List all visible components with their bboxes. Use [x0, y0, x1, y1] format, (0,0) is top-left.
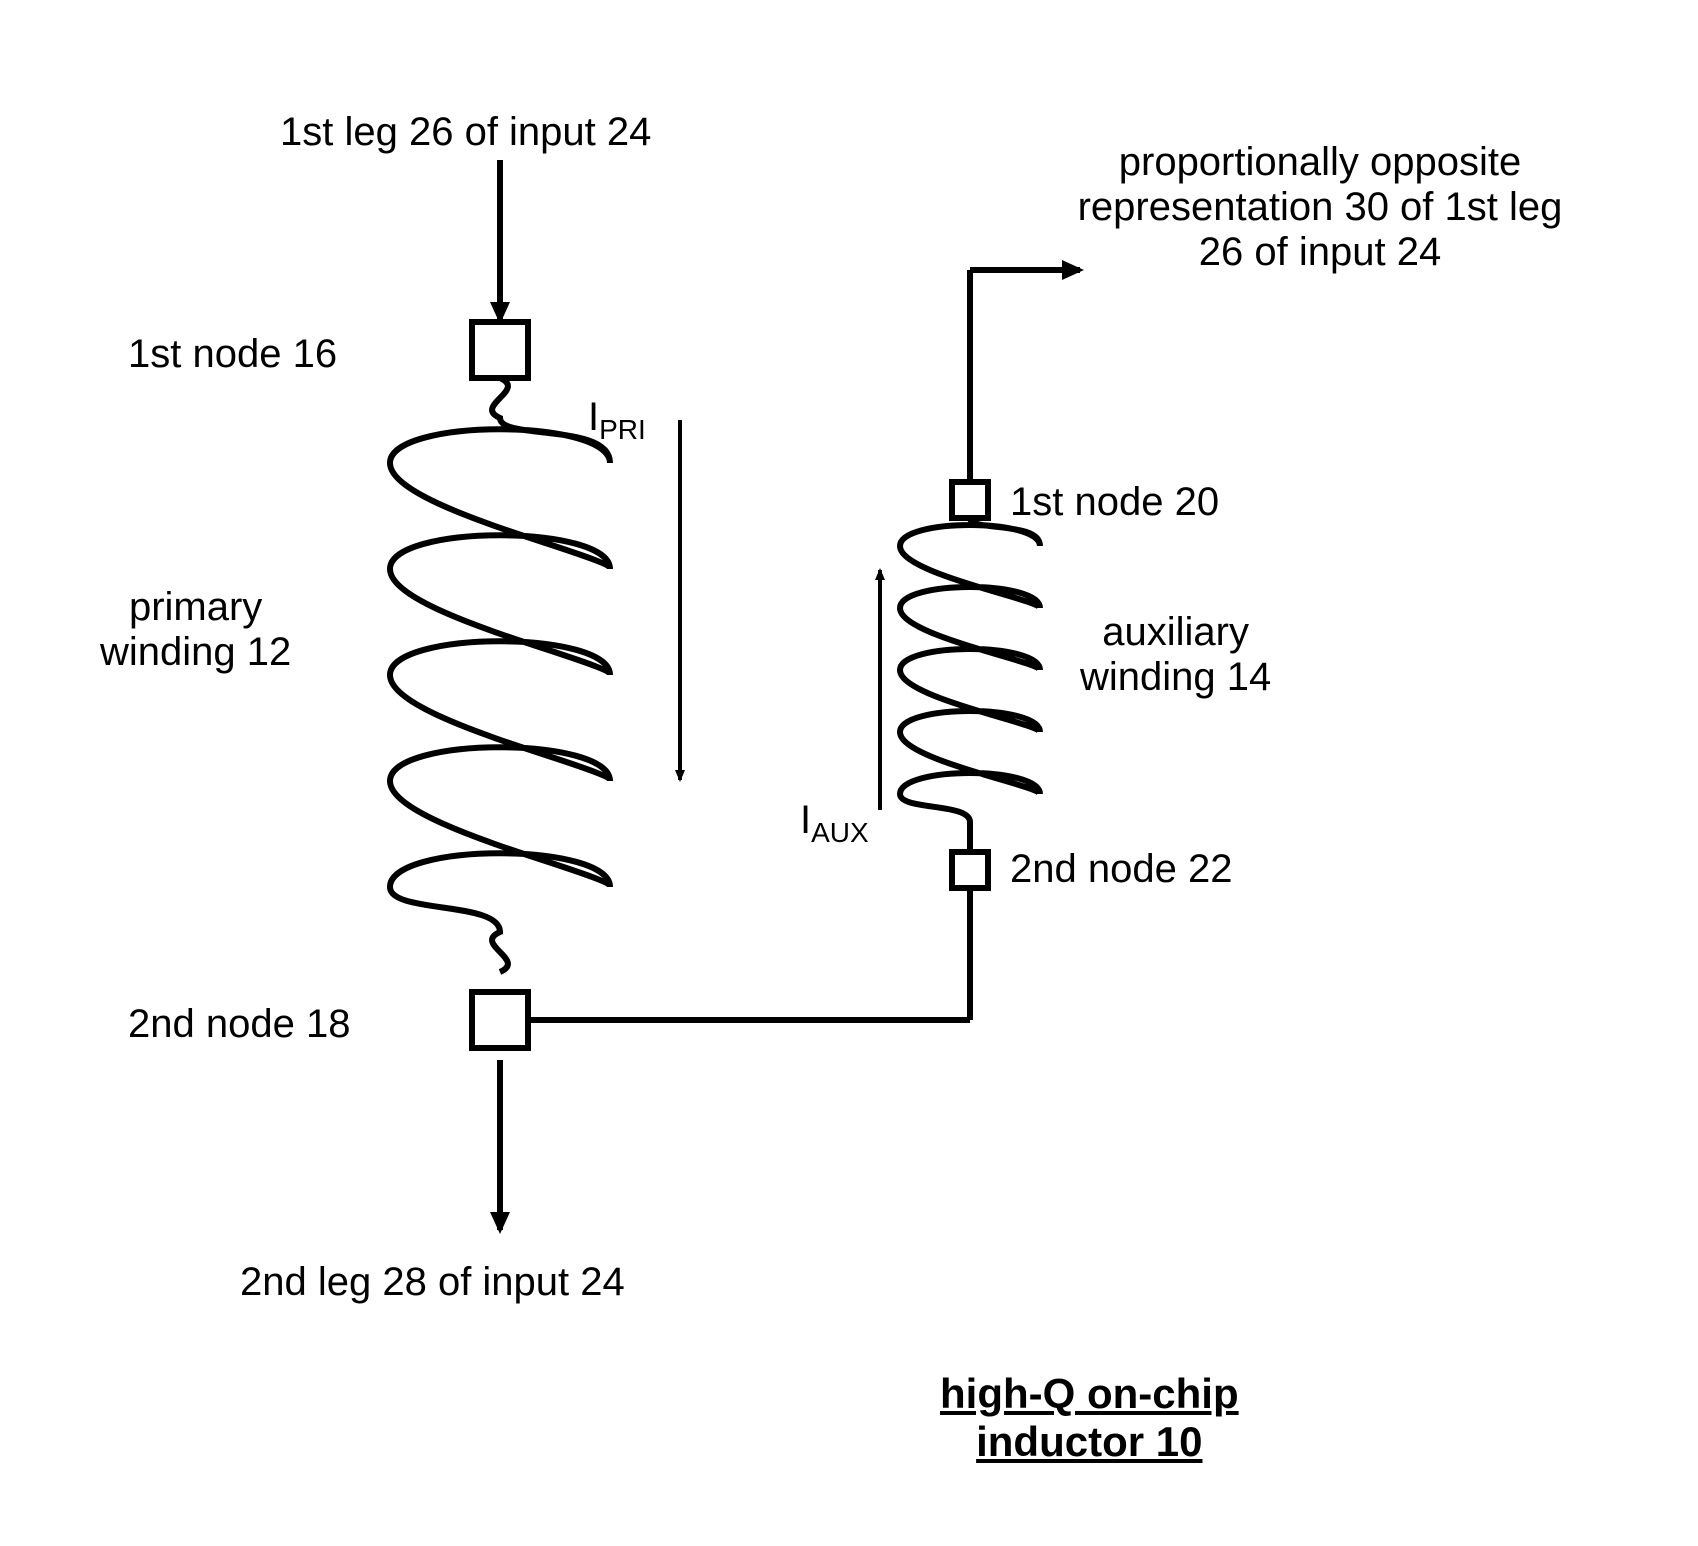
ipri-label: IPRI: [588, 395, 646, 446]
primary-winding-label: primarywinding 12: [100, 585, 291, 675]
node20-label: 1st node 20: [1010, 480, 1219, 525]
iaux-label: IAUX: [800, 798, 869, 849]
input-top-label: 1st leg 26 of input 24: [280, 110, 651, 155]
diagram-title: high-Q on-chipinductor 10: [940, 1370, 1239, 1466]
ipri-sub: PRI: [599, 414, 646, 445]
node16-label: 1st node 16: [128, 332, 337, 377]
aux-winding-label: auxiliarywinding 14: [1080, 610, 1271, 700]
node18-label: 2nd node 18: [128, 1002, 350, 1047]
output-label: proportionally oppositerepresentation 30…: [1050, 140, 1590, 275]
iaux-I: I: [800, 798, 811, 842]
ipri-I: I: [588, 395, 599, 439]
input-bottom-label: 2nd leg 28 of input 24: [240, 1260, 625, 1305]
node22-label: 2nd node 22: [1010, 847, 1232, 892]
iaux-sub: AUX: [811, 817, 869, 848]
